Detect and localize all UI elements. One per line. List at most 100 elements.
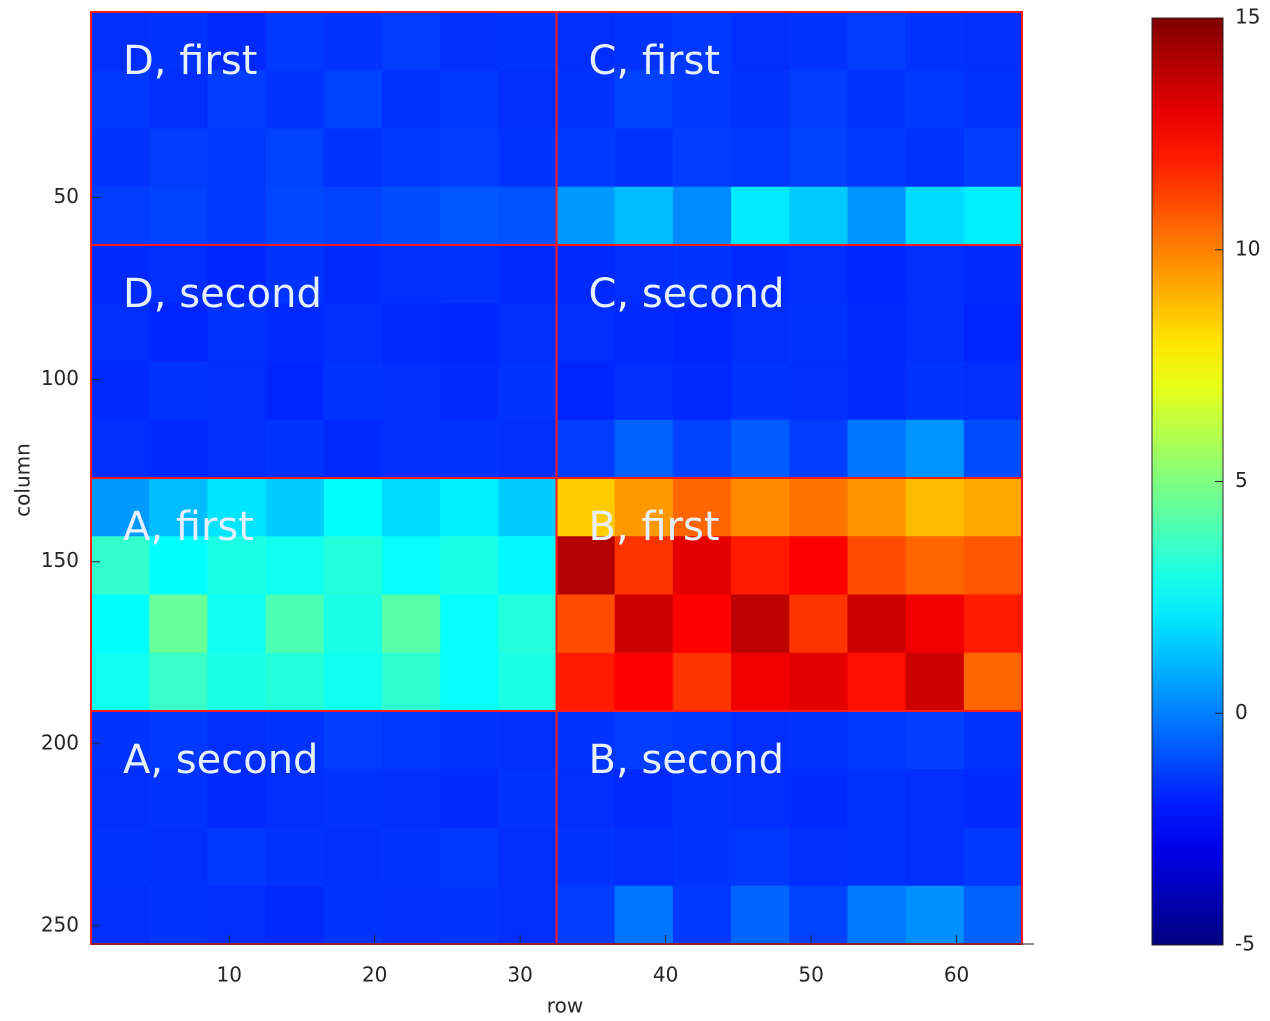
heat-cell	[265, 478, 325, 537]
heat-cell	[905, 303, 965, 362]
heat-cell	[905, 12, 965, 71]
heat-cell	[440, 885, 499, 945]
annotation: A, first	[123, 504, 254, 550]
heat-cell	[789, 885, 848, 945]
heat-cell	[731, 827, 790, 887]
heat-cell	[963, 361, 1023, 421]
heat-cell	[556, 419, 616, 479]
heat-cell	[440, 361, 499, 421]
heat-cell	[323, 827, 383, 887]
heat-cell	[207, 536, 267, 595]
heat-cell	[149, 361, 208, 421]
heat-cell	[963, 419, 1023, 479]
heat-cell	[381, 361, 441, 421]
heat-cell	[847, 827, 907, 887]
heat-cell	[789, 245, 848, 304]
heat-cell	[789, 536, 848, 595]
heat-cell	[498, 594, 557, 654]
heat-cell	[265, 128, 325, 188]
heat-cell	[440, 303, 499, 362]
heat-cell	[672, 885, 732, 945]
heat-cell	[323, 652, 383, 712]
heat-cell	[556, 536, 616, 595]
heat-cell	[265, 711, 325, 770]
heat-cell	[323, 361, 383, 421]
heat-cell	[556, 885, 616, 945]
heat-cell	[91, 361, 150, 421]
heat-cell	[556, 245, 616, 304]
colorbar	[1151, 17, 1224, 946]
heat-cell	[672, 70, 732, 129]
x-tick-label: 10	[216, 963, 241, 987]
heat-cell	[149, 70, 208, 129]
heat-cell	[207, 769, 267, 828]
heat-cell	[614, 303, 674, 362]
heat-cell	[498, 186, 557, 246]
heat-cell	[847, 186, 907, 246]
heat-cell	[149, 594, 208, 654]
y-tick-label: 200	[41, 730, 79, 754]
heat-cell	[731, 70, 790, 129]
heat-cell	[905, 70, 965, 129]
heat-cell	[672, 303, 732, 362]
heat-cell	[498, 70, 557, 129]
heat-cell	[789, 186, 848, 246]
heat-cell	[614, 711, 674, 770]
heat-cell	[381, 245, 441, 304]
heat-cell	[963, 478, 1023, 537]
annotation: D, first	[123, 38, 257, 84]
heat-cell	[731, 245, 790, 304]
heat-cell	[905, 827, 965, 887]
annotation: B, first	[589, 504, 720, 550]
heat-cell	[963, 12, 1023, 71]
heat-cell	[381, 827, 441, 887]
heat-cell	[207, 70, 267, 129]
heat-cell	[672, 12, 732, 71]
heat-cell	[556, 70, 616, 129]
heat-cell	[207, 594, 267, 654]
x-tick-label: 20	[362, 963, 387, 987]
heat-cell	[731, 652, 790, 712]
heat-cell	[847, 12, 907, 71]
heat-cell	[672, 245, 732, 304]
heat-cell	[731, 361, 790, 421]
heat-cell	[440, 769, 499, 828]
heat-cell	[381, 478, 441, 537]
heatmap	[91, 12, 1023, 945]
heat-cell	[731, 186, 790, 246]
heat-cell	[905, 419, 965, 479]
heat-cell	[498, 361, 557, 421]
heat-cell	[963, 711, 1023, 770]
heat-cell	[614, 419, 674, 479]
heat-cell	[556, 478, 616, 537]
heat-cell	[963, 128, 1023, 188]
heat-cell	[265, 186, 325, 246]
heat-cell	[614, 70, 674, 129]
heat-cell	[847, 70, 907, 129]
heat-cell	[498, 827, 557, 887]
heat-cell	[498, 478, 557, 537]
heat-cell	[149, 536, 208, 595]
heat-cell	[149, 769, 208, 828]
heat-cell	[265, 70, 325, 129]
heat-cell	[672, 361, 732, 421]
y-tick-label: 150	[41, 548, 79, 572]
heat-cell	[614, 128, 674, 188]
heat-cell	[498, 303, 557, 362]
heat-cell	[265, 594, 325, 654]
heat-cell	[905, 711, 965, 770]
heat-cell	[672, 769, 732, 828]
heat-cell	[91, 70, 150, 129]
heat-cell	[672, 827, 732, 887]
heat-cell	[963, 827, 1023, 887]
heat-cell	[847, 711, 907, 770]
heat-cell	[207, 711, 267, 770]
annotation: B, second	[589, 737, 785, 783]
heat-cell	[381, 711, 441, 770]
heat-cell	[498, 245, 557, 304]
heat-cell	[91, 594, 150, 654]
heat-cell	[381, 652, 441, 712]
heat-cell	[731, 594, 790, 654]
heat-cell	[149, 12, 208, 71]
x-tick-label: 30	[507, 963, 532, 987]
